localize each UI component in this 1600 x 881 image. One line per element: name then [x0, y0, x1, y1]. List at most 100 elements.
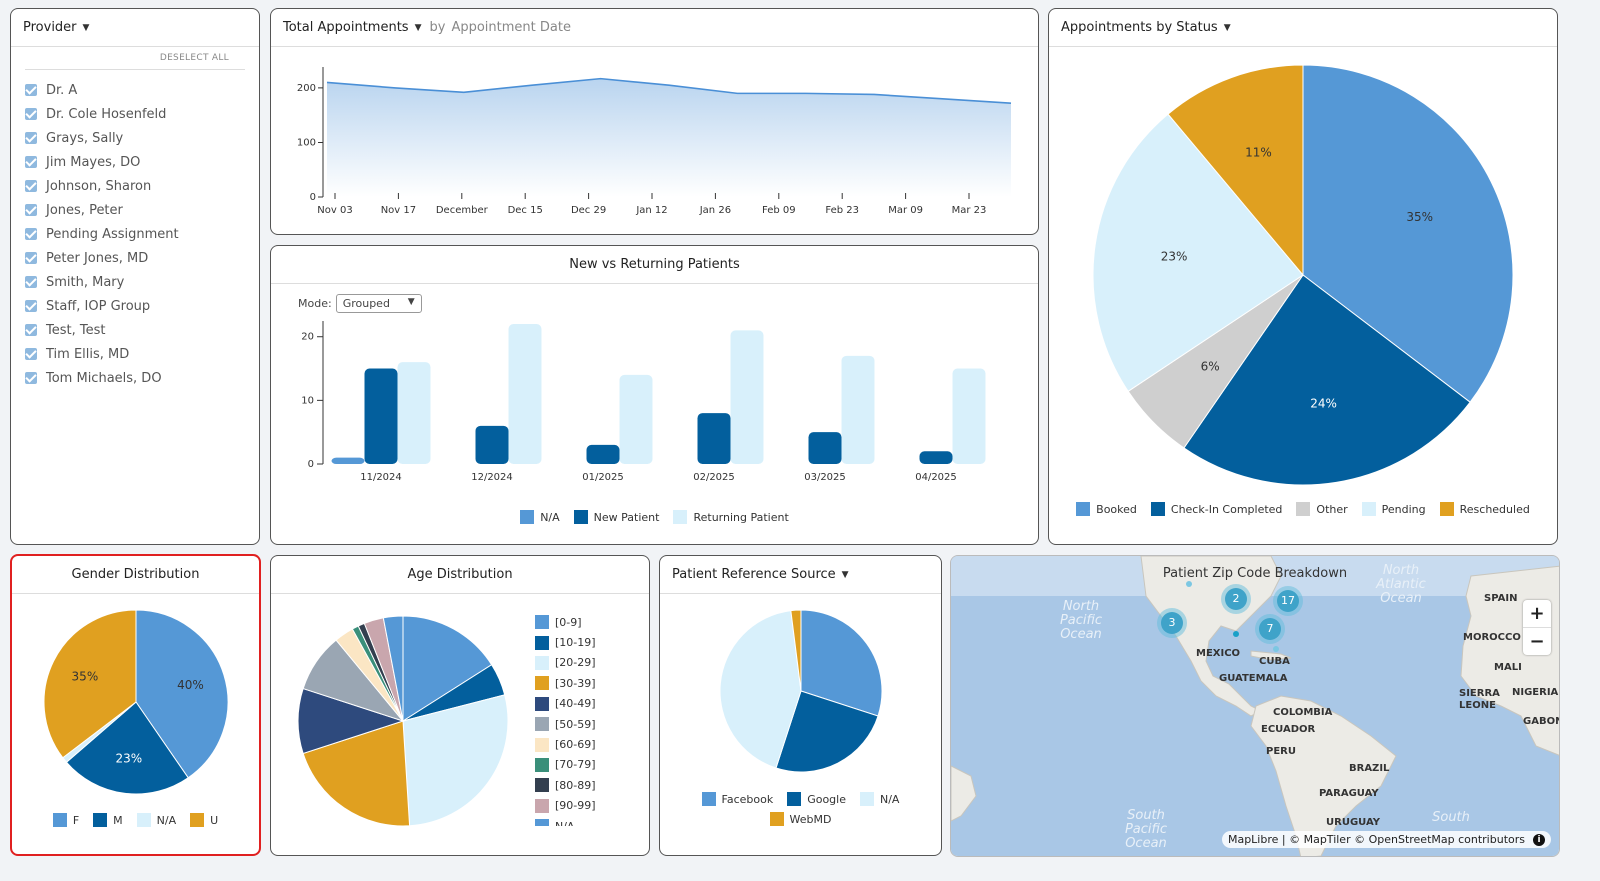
provider-item[interactable]: Peter Jones, MD [25, 246, 259, 270]
provider-item[interactable]: Jim Mayes, DO [25, 150, 259, 174]
pie-slice [135, 609, 229, 779]
provider-checkbox[interactable] [25, 228, 37, 240]
legend-item[interactable]: [40-49] [535, 694, 596, 714]
legend-item[interactable]: N/A [136, 813, 176, 827]
zip-cluster[interactable]: 7 [1259, 618, 1281, 640]
provider-item[interactable]: Dr. A [25, 78, 259, 102]
referral-header[interactable]: Patient Reference Source ▼ [660, 556, 941, 594]
legend-item[interactable]: M [93, 813, 123, 827]
legend-item[interactable]: Booked [1076, 502, 1137, 516]
legend-item[interactable]: [90-99] [535, 796, 596, 816]
chevron-down-icon: ▼ [407, 297, 415, 307]
legend-item[interactable]: Google [787, 792, 846, 806]
legend-item[interactable]: N/A [860, 792, 899, 806]
provider-checkbox[interactable] [25, 84, 37, 96]
total-appointments-title[interactable]: Total Appointments [283, 20, 409, 35]
legend-swatch [93, 813, 108, 827]
appointments-status-legend: Booked Check-In Completed Other Pending Resc… [1049, 502, 1557, 516]
provider-title: Provider [23, 20, 77, 35]
map-title: Patient Zip Code Breakdown [1162, 566, 1348, 581]
legend-item[interactable]: [0-9] [535, 612, 596, 632]
by-value[interactable]: Appointment Date [451, 20, 571, 35]
zoom-in-button[interactable]: + [1529, 603, 1545, 624]
attribution-text[interactable]: MapLibre | © MapTiler © OpenStreetMap co… [1227, 833, 1525, 846]
legend-item[interactable]: WebMD [769, 812, 831, 826]
zip-point[interactable] [1273, 646, 1279, 652]
zip-map-panel: North Pacific Ocean North Atlantic Ocean… [950, 555, 1560, 857]
legend-item[interactable]: [30-39] [535, 673, 596, 693]
provider-item[interactable]: Johnson, Sharon [25, 174, 259, 198]
legend-item[interactable]: [20-29] [535, 653, 596, 673]
legend-item[interactable]: Rescheduled [1439, 502, 1530, 516]
zip-point[interactable] [1233, 631, 1239, 637]
bar [508, 324, 542, 464]
deselect-all-button[interactable]: DESELECT ALL [25, 47, 245, 70]
provider-item[interactable]: Pending Assignment [25, 222, 259, 246]
chevron-down-icon[interactable]: ▼ [414, 22, 422, 33]
provider-checkbox[interactable] [25, 324, 37, 336]
legend-item[interactable]: [60-69] [535, 734, 596, 754]
map-label-brazil: BRAZIL [1349, 763, 1390, 774]
y-tick-label: 200 [297, 83, 316, 94]
zip-cluster[interactable]: 17 [1277, 590, 1299, 612]
provider-checkbox[interactable] [25, 300, 37, 312]
legend-item[interactable]: Returning Patient [673, 510, 789, 524]
provider-item[interactable]: Dr. Cole Hosenfeld [25, 102, 259, 126]
zip-cluster[interactable]: 3 [1161, 612, 1183, 634]
legend-item[interactable]: [70-79] [535, 755, 596, 775]
provider-item[interactable]: Smith, Mary [25, 270, 259, 294]
legend-swatch [535, 778, 549, 793]
provider-checkbox[interactable] [25, 132, 37, 144]
mode-select[interactable]: Grouped ▼ [335, 294, 422, 313]
referral-legend: Facebook Google N/A WebMD [660, 792, 941, 826]
provider-item[interactable]: Grays, Sally [25, 126, 259, 150]
provider-item[interactable]: Test, Test [25, 318, 259, 342]
provider-item[interactable]: Tim Ellis, MD [25, 342, 259, 366]
provider-checkbox[interactable] [25, 348, 37, 360]
legend-item[interactable]: U [190, 813, 218, 827]
provider-checkbox[interactable] [25, 156, 37, 168]
provider-item[interactable]: Jones, Peter [25, 198, 259, 222]
legend-item[interactable]: [50-59] [535, 714, 596, 734]
legend-item[interactable]: [80-89] [535, 775, 596, 795]
legend-item[interactable]: N/A [535, 816, 596, 826]
legend-swatch [535, 635, 549, 650]
bar [331, 457, 365, 464]
series-line [326, 77, 1012, 104]
provider-checkbox[interactable] [25, 108, 37, 120]
legend-swatch [136, 813, 151, 827]
legend-swatch [701, 792, 716, 806]
legend-item[interactable]: Other [1296, 502, 1348, 516]
provider-label: Dr. Cole Hosenfeld [46, 106, 167, 122]
provider-dropdown[interactable]: Provider ▼ [11, 9, 259, 47]
provider-checkbox[interactable] [25, 372, 37, 384]
x-tick-label: 04/2025 [915, 472, 957, 483]
provider-item[interactable]: Tom Michaels, DO [25, 366, 259, 390]
info-icon[interactable]: i [1533, 833, 1545, 846]
provider-checkbox[interactable] [25, 180, 37, 192]
appointments-status-header[interactable]: Appointments by Status ▼ [1049, 9, 1557, 47]
provider-checkbox[interactable] [25, 252, 37, 264]
legend-label: [0-9] [555, 615, 582, 629]
zip-cluster[interactable]: 2 [1225, 588, 1247, 610]
legend-item[interactable]: [10-19] [535, 632, 596, 652]
x-tick-label: Nov 03 [317, 205, 352, 216]
slice-label: 24% [1310, 397, 1337, 411]
provider-item[interactable]: Staff, IOP Group [25, 294, 259, 318]
zoom-controls: + − [1523, 600, 1551, 655]
provider-label: Jones, Peter [46, 202, 123, 218]
zoom-out-button[interactable]: − [1523, 627, 1551, 655]
provider-checkbox[interactable] [25, 204, 37, 216]
legend-item[interactable]: F [52, 813, 79, 827]
map-canvas[interactable]: North Pacific Ocean North Atlantic Ocean… [951, 556, 1559, 856]
legend-item[interactable]: N/A [520, 510, 560, 524]
mode-value: Grouped [342, 297, 390, 310]
legend-item[interactable]: New Patient [573, 510, 659, 524]
legend-item[interactable]: Facebook [701, 792, 773, 806]
legend-item[interactable]: Check-In Completed [1150, 502, 1282, 516]
provider-checkbox[interactable] [25, 276, 37, 288]
legend-label: [30-39] [555, 676, 596, 690]
legend-item[interactable]: Pending [1361, 502, 1426, 516]
legend-swatch [190, 813, 205, 827]
zip-point[interactable] [1186, 581, 1192, 587]
